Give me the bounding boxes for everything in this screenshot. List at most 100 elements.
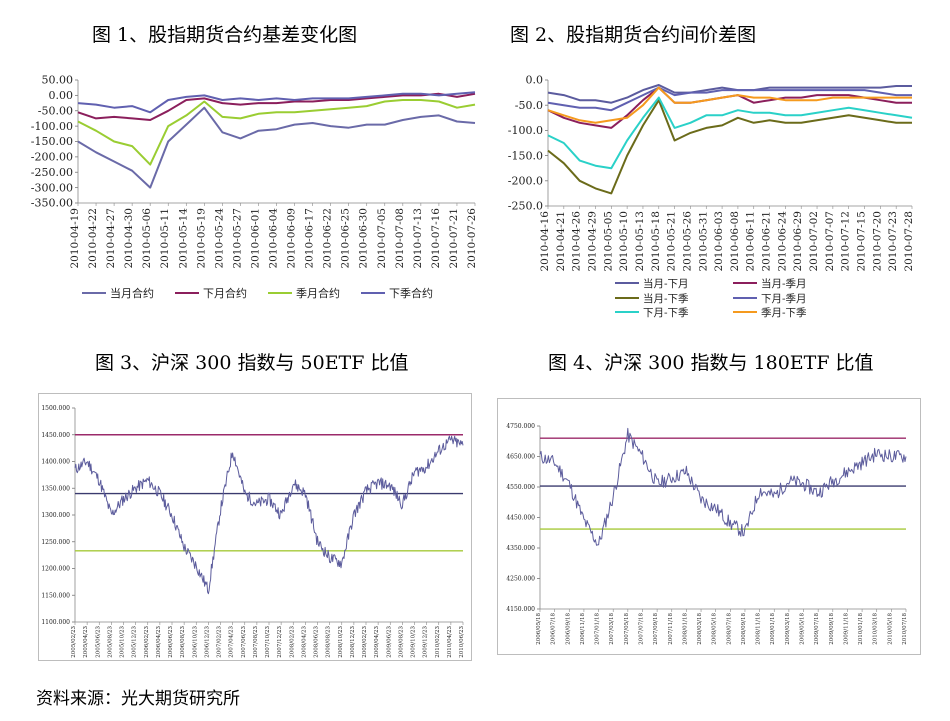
- x-tick-label: 2010/05/18: [887, 613, 893, 645]
- x-tick-label: 2010-05-24: [213, 208, 225, 269]
- series-line: [547, 96, 913, 170]
- x-tick-label: 2010-06-22: [322, 208, 334, 269]
- x-tick-label: 2010-07-26: [466, 208, 478, 269]
- x-tick-label: 2010-07-23: [887, 211, 899, 272]
- x-tick-label: 2010-05-18: [650, 211, 662, 272]
- x-tick-label: 2006/09/18: [565, 613, 571, 645]
- x-tick-label: 2010-07-28: [903, 211, 915, 272]
- x-tick-label: 2008/01/18: [682, 613, 688, 645]
- y-tick-label: 0.0: [526, 74, 544, 87]
- x-tick-label: 2010-06-21: [761, 211, 773, 272]
- x-tick-label: 2010-05-19: [195, 208, 207, 269]
- x-tick-label: 2008/10/23: [338, 626, 344, 658]
- legend-label: 下季合约: [389, 286, 433, 300]
- x-tick-label: 2007/04/23: [229, 626, 235, 658]
- x-tick-label: 2008/03/18: [697, 613, 703, 645]
- x-tick-label: 2006/12/23: [204, 626, 210, 658]
- y-tick-label: -150.0: [508, 149, 543, 162]
- x-tick-label: 2006/05/18: [536, 613, 542, 645]
- x-tick-label: 2009/03/18: [785, 613, 791, 645]
- y-tick-label: -50.0: [515, 99, 543, 112]
- x-tick-label: 2007/09/18: [653, 613, 659, 645]
- x-tick-label: 2006/11/18: [580, 613, 586, 645]
- chart2-panel: 0.0 -50.0 -100.0 -150.0 -200.0 -250.0 2010-04-…: [500, 70, 930, 330]
- x-tick-label: 2006/04/23: [156, 626, 162, 658]
- y-tick-label: 1200.000: [41, 566, 70, 573]
- x-tick-label: 2010-07-07: [824, 211, 836, 272]
- y-tick-label: 4250.000: [506, 576, 535, 583]
- x-tick-label: 2008/07/18: [726, 613, 732, 645]
- x-tick-label: 2010-07-08: [394, 208, 406, 269]
- x-tick-label: 2010-05-05: [602, 211, 614, 272]
- x-tick-label: 2010-06-01: [249, 208, 261, 269]
- chart3-svg: 1500.000 1450.000 1400.000 1350.000 1300.000…: [41, 405, 465, 658]
- x-tick-label: 2010-05-27: [231, 208, 243, 269]
- legend-label: 季月合约: [296, 286, 340, 300]
- x-tick-label: 2010-06-04: [268, 208, 280, 269]
- y-tick-label: 4450.000: [506, 515, 535, 522]
- x-tick-label: 2009/05/18: [800, 613, 806, 645]
- x-tick-label: 2010-07-16: [430, 208, 442, 269]
- x-tick-label: 2010-06-08: [729, 211, 741, 272]
- y-tick-label: -100.0: [508, 124, 543, 137]
- series-line: [77, 106, 476, 189]
- legend-label: 当月-下季: [643, 292, 689, 305]
- chart1-panel: 50.00 0.00 -50.00 -100.00 -150.00 -200.00 -250…: [30, 70, 490, 310]
- x-tick-label: 2008/06/23: [314, 626, 320, 658]
- chart2-svg: 0.0-50.0-100.0-150.0-200.0-250.02010-04-…: [508, 74, 915, 319]
- x-tick-label: 2007/08/23: [253, 626, 259, 658]
- x-tick-label: 2010-06-09: [286, 208, 298, 269]
- x-tick-label: 2010-04-19: [69, 208, 81, 269]
- y-tick-label: -250.00: [31, 166, 73, 179]
- x-tick-label: 2010-05-14: [177, 208, 189, 269]
- series-line: [547, 84, 912, 104]
- y-tick-label: -350.00: [31, 197, 73, 210]
- x-tick-label: 2005/12/23: [132, 626, 138, 658]
- x-tick-label: 2010-07-02: [808, 211, 820, 272]
- x-tick-label: 2006/08/23: [180, 626, 186, 658]
- series-line: [547, 86, 912, 124]
- x-tick-label: 2008/11/18: [756, 613, 762, 645]
- y-tick-label: 4650.000: [506, 454, 535, 461]
- series-line: [547, 86, 912, 112]
- series-line: [77, 99, 476, 166]
- y-tick-label: -200.0: [508, 174, 543, 187]
- x-tick-label: 2007/02/23: [217, 626, 223, 658]
- x-tick-label: 2009/07/18: [814, 613, 820, 645]
- y-tick-label: 1300.000: [41, 512, 70, 519]
- x-tick-label: 2010-05-21: [666, 211, 678, 272]
- x-tick-label: 2010/06/23: [459, 626, 465, 658]
- x-tick-label: 2009/08/23: [398, 626, 404, 658]
- x-tick-label: 2010-05-31: [697, 211, 709, 272]
- x-tick-label: 2006/02/23: [144, 626, 150, 658]
- chart4-title: 图 4、沪深 300 指数与 180ETF 比值: [548, 352, 874, 374]
- x-tick-label: 2008/09/18: [741, 613, 747, 645]
- legend-label: 下月-季月: [761, 293, 807, 305]
- x-tick-label: 2006/07/18: [551, 613, 557, 645]
- chart1-title: 图 1、股指期货合约基差变化图: [92, 24, 358, 46]
- series-line: [77, 91, 476, 114]
- x-tick-label: 2010/04/23: [447, 626, 453, 658]
- y-tick-label: 1400.000: [41, 459, 70, 466]
- y-tick-label: -200.00: [31, 151, 73, 164]
- x-tick-label: 2010-05-13: [634, 211, 646, 272]
- x-tick-label: 2010-04-22: [87, 208, 99, 269]
- x-tick-label: 2007/06/23: [241, 626, 247, 658]
- y-tick-label: -100.00: [31, 120, 73, 133]
- y-tick-label: -150.00: [31, 135, 73, 148]
- x-tick-label: 2007/10/23: [265, 626, 271, 658]
- x-tick-label: 2010-04-26: [571, 211, 583, 272]
- x-tick-label: 2007/12/23: [277, 626, 283, 658]
- x-tick-label: 2005/04/23: [83, 626, 89, 658]
- series-line: [547, 99, 912, 195]
- x-tick-label: 2010-05-06: [141, 208, 153, 269]
- x-tick-label: 2005/02/23: [71, 626, 77, 658]
- x-tick-label: 2005/08/23: [107, 626, 113, 658]
- x-tick-label: 2010-06-25: [340, 208, 352, 269]
- y-tick-label: -50.00: [38, 104, 73, 117]
- x-tick-label: 2009/11/18: [843, 613, 849, 645]
- y-tick-label: 0.00: [49, 89, 74, 102]
- y-tick-label: 4550.000: [506, 484, 535, 491]
- x-tick-label: 2010-06-17: [304, 208, 316, 269]
- y-tick-label: -300.00: [31, 181, 73, 194]
